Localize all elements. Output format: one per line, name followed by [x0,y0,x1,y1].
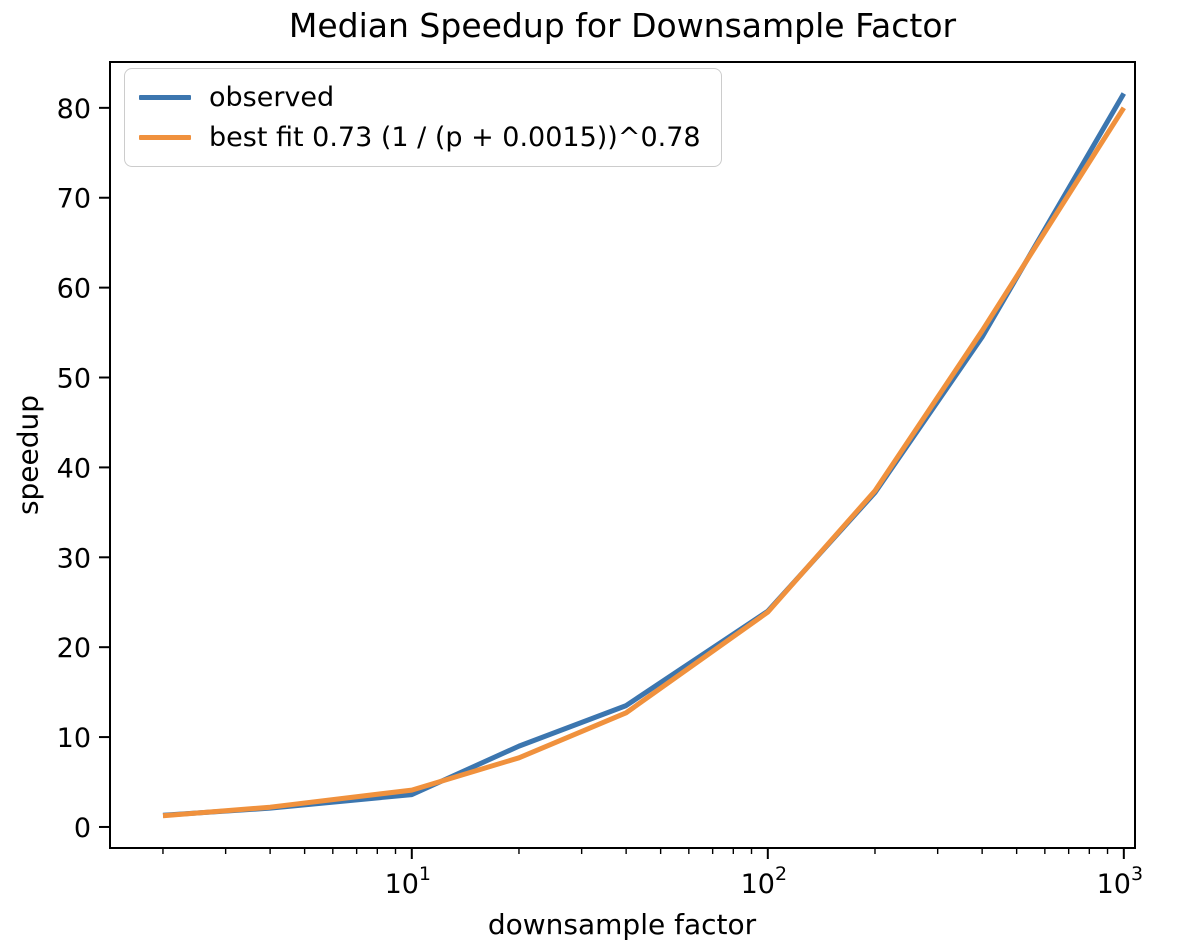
observed-line [162,92,1126,818]
x-axis-label: downsample factor [487,908,757,941]
legend-item-observed: observed [139,82,701,113]
y-axis-tick-label: 0 [74,813,91,844]
best-fit-line [162,106,1126,819]
x-axis-tick-label: 102 [741,863,787,900]
legend-item-best-fit: best fit 0.73 (1 / (p + 0.0015))^0.78 [139,122,701,153]
legend-label-best-fit: best fit 0.73 (1 / (p + 0.0015))^0.78 [209,122,701,153]
plot-border [109,61,1136,849]
legend-label-observed: observed [209,82,335,113]
best-fit-line-swatch [139,135,191,140]
y-axis-tick-label: 70 [57,184,91,215]
y-axis-tick-label: 20 [57,633,91,664]
observed-line-swatch [139,95,191,100]
y-axis-tick-label: 50 [57,364,91,395]
y-axis-tick-label: 80 [57,94,91,125]
y-axis-tick-label: 40 [57,453,91,484]
chart-title: Median Speedup for Downsample Factor [288,6,957,45]
y-axis-tick-label: 30 [57,543,91,574]
x-axis-tick-label: 103 [1097,863,1143,900]
y-axis-tick-label: 10 [57,723,91,754]
y-axis-label: speedup [11,394,45,516]
y-axis-tick-label: 60 [57,274,91,305]
x-axis-tick-label: 101 [385,863,431,900]
legend: observed best fit 0.73 (1 / (p + 0.0015)… [124,68,722,167]
